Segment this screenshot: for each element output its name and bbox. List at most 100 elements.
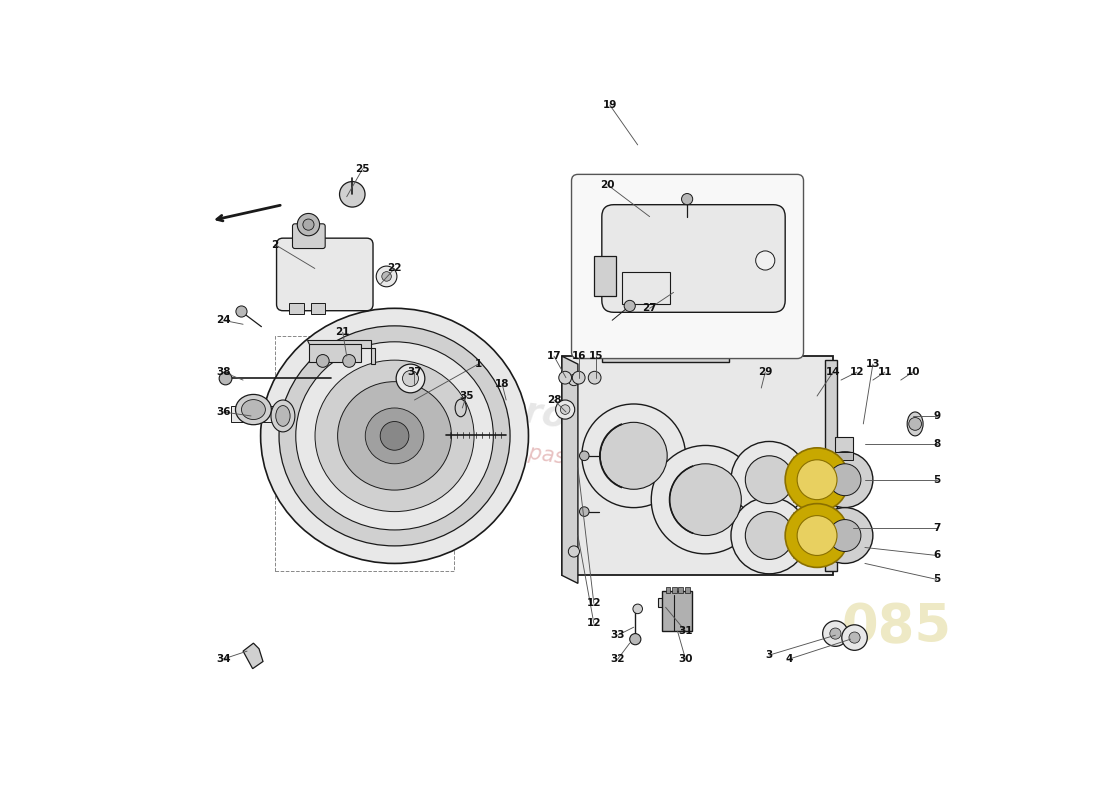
FancyBboxPatch shape	[572, 174, 803, 358]
Circle shape	[580, 451, 590, 461]
Text: 18: 18	[495, 379, 509, 389]
Bar	[594, 257, 616, 296]
Circle shape	[580, 507, 590, 516]
Circle shape	[601, 422, 668, 490]
Circle shape	[798, 515, 837, 555]
Polygon shape	[307, 340, 375, 364]
Circle shape	[632, 604, 642, 614]
Circle shape	[317, 354, 329, 367]
Circle shape	[682, 194, 693, 205]
Ellipse shape	[235, 394, 272, 425]
Text: 12: 12	[586, 618, 601, 628]
Text: 30: 30	[679, 654, 693, 664]
Circle shape	[670, 464, 741, 535]
Text: 14: 14	[826, 367, 840, 377]
Bar	[562, 356, 833, 575]
Bar	[309, 344, 361, 362]
Text: 33: 33	[610, 630, 625, 640]
Circle shape	[732, 442, 807, 518]
Circle shape	[559, 371, 572, 384]
Ellipse shape	[261, 308, 528, 563]
Circle shape	[582, 404, 685, 508]
Circle shape	[624, 300, 636, 311]
Bar	[602, 336, 729, 362]
Text: 12: 12	[849, 367, 865, 377]
Text: 9: 9	[933, 411, 940, 421]
Bar	[231, 406, 277, 422]
Bar	[658, 598, 690, 607]
Text: 085: 085	[842, 602, 952, 654]
Text: 15: 15	[588, 351, 604, 361]
Text: eurocarparts: eurocarparts	[473, 389, 738, 459]
Text: 21: 21	[336, 327, 350, 338]
Circle shape	[909, 418, 922, 430]
Bar	[835, 438, 852, 452]
Ellipse shape	[279, 326, 510, 546]
Circle shape	[376, 266, 397, 286]
Circle shape	[829, 464, 861, 496]
Text: 2: 2	[272, 239, 278, 250]
Text: a passion for parts: a passion for parts	[508, 440, 704, 487]
FancyBboxPatch shape	[293, 224, 326, 249]
Text: 29: 29	[758, 367, 772, 377]
Circle shape	[629, 634, 641, 645]
Circle shape	[785, 504, 849, 567]
Circle shape	[823, 621, 848, 646]
Circle shape	[588, 371, 601, 384]
Text: 35: 35	[459, 391, 473, 401]
Bar	[672, 586, 676, 593]
Circle shape	[785, 448, 849, 512]
Bar	[679, 586, 683, 593]
Ellipse shape	[242, 400, 265, 419]
Polygon shape	[243, 643, 263, 669]
Text: 3: 3	[766, 650, 773, 660]
Circle shape	[382, 272, 392, 282]
Text: 20: 20	[601, 180, 615, 190]
Circle shape	[396, 364, 425, 393]
FancyBboxPatch shape	[602, 205, 785, 312]
Text: 4: 4	[785, 654, 793, 664]
Bar	[289, 302, 304, 314]
Text: 1: 1	[474, 359, 482, 369]
Text: 37: 37	[407, 367, 421, 377]
Text: 25: 25	[355, 164, 370, 174]
Text: 22: 22	[387, 263, 402, 274]
Text: 24: 24	[216, 315, 231, 326]
Circle shape	[297, 214, 320, 236]
Bar	[275, 336, 454, 571]
Text: 7: 7	[933, 522, 940, 533]
Bar	[311, 302, 326, 314]
Text: 13: 13	[866, 359, 880, 369]
Text: 12: 12	[586, 598, 601, 608]
Text: 6: 6	[933, 550, 940, 561]
Circle shape	[569, 374, 580, 386]
Circle shape	[572, 371, 585, 384]
Text: 32: 32	[610, 654, 625, 664]
Text: 5: 5	[933, 574, 940, 584]
Text: 31: 31	[679, 626, 693, 636]
Text: 8: 8	[933, 439, 940, 449]
Bar	[835, 452, 852, 460]
Circle shape	[829, 628, 842, 639]
FancyBboxPatch shape	[276, 238, 373, 310]
Circle shape	[343, 354, 355, 367]
Circle shape	[219, 372, 232, 385]
Circle shape	[756, 251, 774, 270]
Text: 17: 17	[547, 351, 561, 361]
Ellipse shape	[271, 400, 295, 432]
Circle shape	[235, 306, 248, 317]
Circle shape	[732, 498, 807, 574]
Ellipse shape	[365, 408, 424, 464]
Bar	[825, 360, 837, 571]
Circle shape	[302, 219, 313, 230]
Circle shape	[340, 182, 365, 207]
Text: 38: 38	[216, 367, 230, 377]
Ellipse shape	[276, 406, 290, 426]
Circle shape	[560, 405, 570, 414]
Bar	[661, 591, 692, 631]
Polygon shape	[562, 356, 578, 583]
Circle shape	[842, 625, 867, 650]
Circle shape	[829, 519, 861, 551]
Circle shape	[403, 370, 418, 386]
Ellipse shape	[315, 360, 474, 512]
